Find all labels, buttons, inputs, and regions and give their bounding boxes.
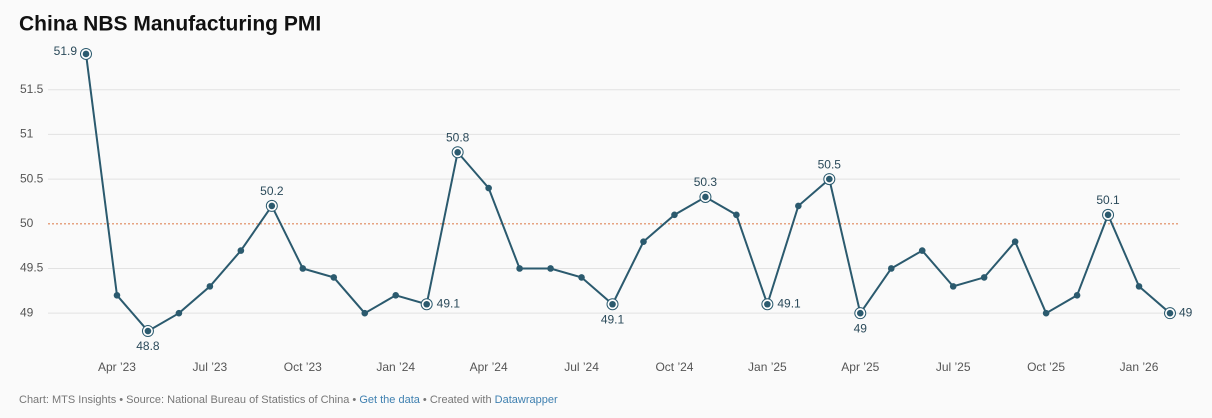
point (1073, 292, 1081, 299)
value-label: 49.1 (437, 296, 461, 310)
point (516, 265, 523, 272)
tool-link[interactable]: Datawrapper (494, 394, 558, 406)
point (1166, 309, 1174, 317)
x-tick-label: Oct ’24 (655, 360, 693, 374)
point (702, 193, 709, 201)
data-link[interactable]: Get the data (359, 394, 420, 406)
point (1104, 211, 1112, 219)
point (547, 265, 554, 272)
value-label: 50.3 (694, 175, 718, 189)
point (330, 274, 338, 281)
point (113, 292, 121, 299)
point (175, 309, 183, 317)
point (856, 309, 864, 317)
point (423, 300, 430, 308)
value-label: 51.9 (54, 44, 78, 58)
point (733, 211, 740, 219)
point (1135, 283, 1143, 290)
point (764, 300, 771, 308)
value-label: 49.1 (777, 296, 801, 310)
point (671, 211, 678, 219)
point (237, 247, 245, 254)
x-tick-label: Jul ’25 (936, 360, 971, 374)
footer: Chart: MTS Insights • Source: National B… (19, 394, 558, 406)
value-label: 50.5 (818, 157, 842, 171)
point (82, 50, 90, 58)
created: Created with (429, 394, 492, 406)
value-label: 50.2 (260, 184, 284, 198)
y-tick-label: 49.5 (20, 261, 44, 275)
value-label: 50.1 (1096, 193, 1120, 207)
point (485, 184, 492, 192)
y-tick-label: 51.5 (20, 82, 44, 96)
x-tick-label: Oct ’23 (284, 360, 322, 374)
y-tick-label: 50.5 (20, 171, 44, 185)
credit: Chart: MTS Insights (19, 394, 117, 406)
chart: China NBS Manufacturing PMI 49 49.5 50 50.5… (19, 13, 1193, 375)
point (949, 283, 957, 290)
point (268, 202, 276, 210)
y-tick-label: 50 (20, 216, 34, 230)
point (1042, 309, 1050, 317)
value-label: 49.1 (601, 312, 625, 326)
x-tick-label: Jul ’23 (193, 360, 228, 374)
point (826, 175, 833, 183)
point (361, 309, 369, 317)
point (640, 238, 647, 245)
point (980, 274, 988, 281)
point (206, 283, 214, 290)
chart-title: China NBS Manufacturing PMI (19, 13, 321, 36)
point (578, 274, 585, 281)
x-tick-label: Jan ’25 (748, 360, 787, 374)
point (144, 327, 152, 335)
source: Source: National Bureau of Statistics of… (126, 394, 350, 406)
point (1011, 238, 1019, 245)
point (392, 292, 400, 299)
point (454, 148, 461, 156)
x-tick-label: Apr ’24 (470, 360, 508, 374)
x-tick-label: Jul ’24 (564, 360, 599, 374)
y-tick-label: 49 (20, 305, 34, 319)
point (887, 265, 895, 272)
value-label: 50.8 (446, 130, 470, 144)
x-tick-label: Oct ’25 (1027, 360, 1065, 374)
line (85, 53, 1171, 333)
x-tick-label: Apr ’25 (841, 360, 879, 374)
value-label: 48.8 (136, 339, 160, 353)
point (918, 247, 926, 254)
point (299, 265, 307, 272)
point (609, 300, 616, 308)
y-tick-label: 51 (20, 127, 34, 141)
value-label: 49 (854, 321, 868, 335)
x-tick-label: Apr ’23 (98, 360, 136, 374)
x-tick-label: Jan ’26 (1120, 360, 1159, 374)
x-tick-label: Jan ’24 (376, 360, 415, 374)
value-label: 49 (1179, 305, 1193, 319)
point (795, 202, 802, 210)
